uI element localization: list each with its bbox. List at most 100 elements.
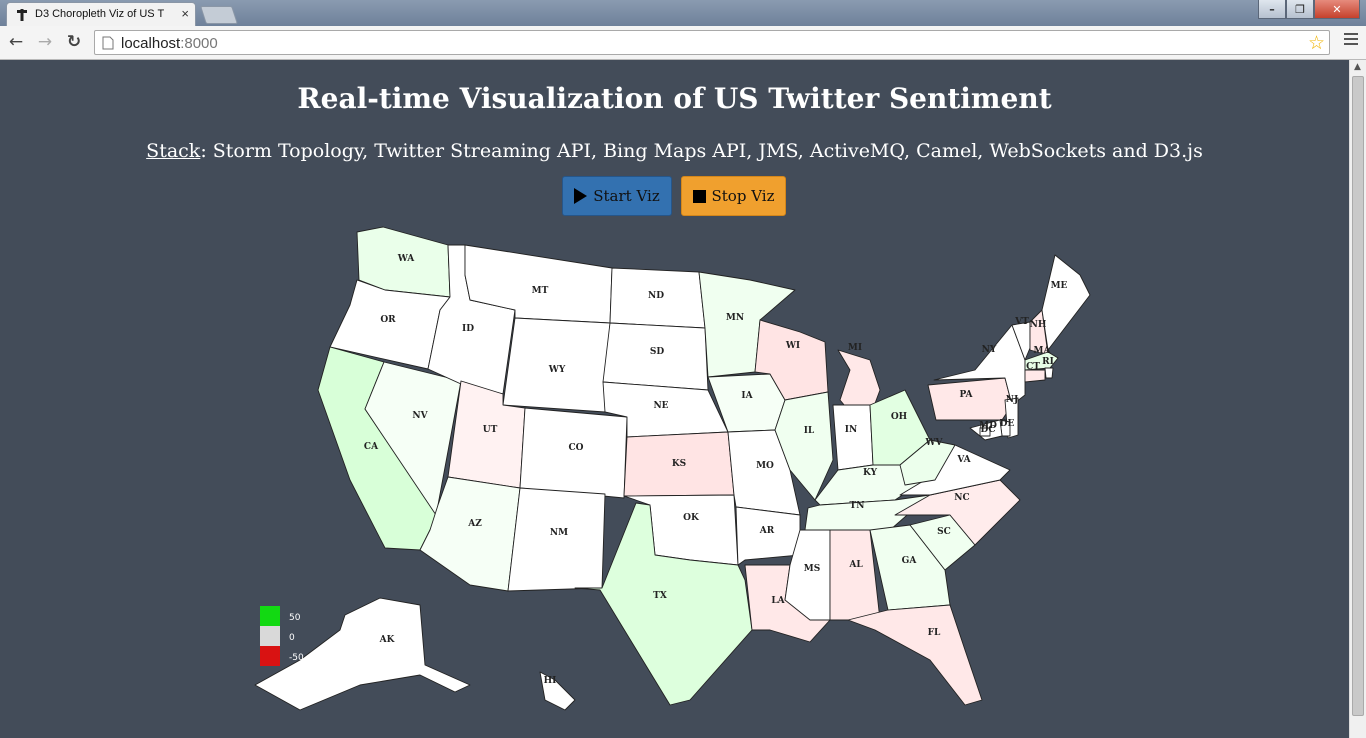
state-labels-layer: WA OR CA NV ID MT WY UT AZ CO NM ND SD NE KS OK TX MN IA MO… [364,254,1068,686]
state-label-ia: IA [741,391,753,401]
state-label-me: ME [1051,281,1068,291]
state-ct[interactable] [1024,369,1046,383]
browser-tab[interactable]: D3 Choropleth Viz of US T × [6,2,196,26]
scroll-thumb[interactable] [1352,76,1364,716]
state-label-or: OR [380,315,396,325]
vertical-scrollbar[interactable]: ▲ [1349,60,1366,738]
stop-icon [692,189,706,203]
url-host: localhost [121,35,181,52]
state-label-tx: TX [653,591,667,601]
url-port: :8000 [180,35,218,52]
state-label-de: DE [1000,419,1015,429]
hamburger-menu-icon[interactable] [1344,33,1358,48]
state-label-ne: NE [653,401,668,411]
forward-button[interactable]: → [37,32,53,52]
state-label-in: IN [845,425,857,435]
state-label-mt: MT [532,286,549,296]
state-label-wv: WV [924,438,943,448]
state-label-wi: WI [785,341,800,351]
state-label-ga: GA [902,556,918,566]
state-dc[interactable] [979,427,991,437]
stack-description: Stack: Storm Topology, Twitter Streaming… [0,140,1349,162]
legend-swatch [260,646,280,666]
window-controls: – ❐ ✕ [1258,0,1360,19]
address-bar[interactable]: localhost:8000 ☆ [94,30,1330,55]
state-in[interactable] [832,404,874,471]
legend-swatch [260,606,280,626]
state-label-ut: UT [483,425,498,435]
state-label-nh: NH [1030,320,1047,330]
window-titlebar: D3 Choropleth Viz of US T × – ❐ ✕ [0,0,1366,26]
back-button[interactable]: ← [8,32,24,52]
state-ak[interactable] [254,597,471,711]
state-label-ca: CA [364,442,379,452]
legend-label: 0 [289,633,295,643]
state-co[interactable] [519,407,628,499]
page-title: Real-time Visualization of US Twitter Se… [297,82,1052,115]
state-label-ky: KY [863,468,878,478]
state-label-oh: OH [891,412,908,422]
state-me[interactable] [1041,254,1091,351]
state-hi[interactable] [539,671,576,711]
state-az[interactable] [419,476,521,592]
state-ma[interactable] [1024,351,1059,371]
states-layer [254,226,1091,711]
reload-button[interactable]: ↻ [66,32,82,52]
state-tx[interactable] [574,502,753,706]
state-label-ak: AK [379,635,396,645]
legend-swatch [260,626,280,646]
state-label-al: AL [848,560,863,570]
state-label-ks: KS [672,459,686,469]
scroll-up-arrow-icon[interactable]: ▲ [1354,62,1361,72]
state-label-id: ID [462,324,474,334]
state-label-ny: NY [982,345,997,355]
state-label-ct: CT [1026,362,1040,372]
minimize-button[interactable]: – [1258,0,1286,19]
state-label-sd: SD [650,347,664,357]
page-content: Real-time Visualization of US Twitter Se… [0,60,1349,738]
tab-title: D3 Choropleth Viz of US T [35,8,165,20]
state-ar[interactable] [735,506,801,566]
state-label-nv: NV [412,411,428,421]
state-label-ar: AR [759,526,775,536]
state-label-mo: MO [756,461,774,471]
stop-viz-button[interactable]: Stop Viz [681,176,786,216]
bookmark-star-icon[interactable]: ☆ [1307,32,1325,54]
state-label-pa: PA [959,390,973,400]
page-icon [102,36,114,50]
state-label-ms: MS [804,564,820,574]
state-label-wy: WY [548,365,566,375]
start-viz-label: Start Viz [593,187,660,205]
stack-label: Stack [146,140,201,162]
state-label-il: IL [804,426,815,436]
play-icon [574,188,588,204]
stop-viz-label: Stop Viz [711,187,775,205]
state-label-mi: MI [848,343,862,353]
url-text[interactable]: localhost:8000 [121,35,218,52]
legend-label: 50 [289,613,301,623]
tab-close-icon[interactable]: × [181,6,189,21]
start-viz-button[interactable]: Start Viz [562,176,672,216]
state-label-co: CO [568,443,583,453]
state-wv[interactable] [899,439,956,486]
legend-label: -50 [289,653,304,663]
state-label-wa: WA [397,254,416,264]
state-label-sc: SC [937,527,951,537]
state-label-nj: NJ [1006,395,1019,405]
state-fl[interactable] [847,604,983,706]
state-nm[interactable] [507,487,606,592]
state-label-nd: ND [648,291,664,301]
sentiment-legend: 50 0 -50 [260,606,304,666]
state-ga[interactable] [869,524,951,611]
state-label-nm: NM [550,528,568,538]
close-window-button[interactable]: ✕ [1314,0,1360,19]
state-label-nc: NC [954,493,969,503]
state-label-md: MD [979,421,997,431]
state-ri[interactable] [1044,367,1054,379]
favicon-icon [17,9,27,21]
maximize-button[interactable]: ❐ [1286,0,1314,19]
new-tab-button[interactable] [200,6,238,24]
state-al[interactable] [829,529,881,621]
state-label-vt: VT [1014,317,1029,327]
state-label-ma: MA [1034,346,1052,356]
